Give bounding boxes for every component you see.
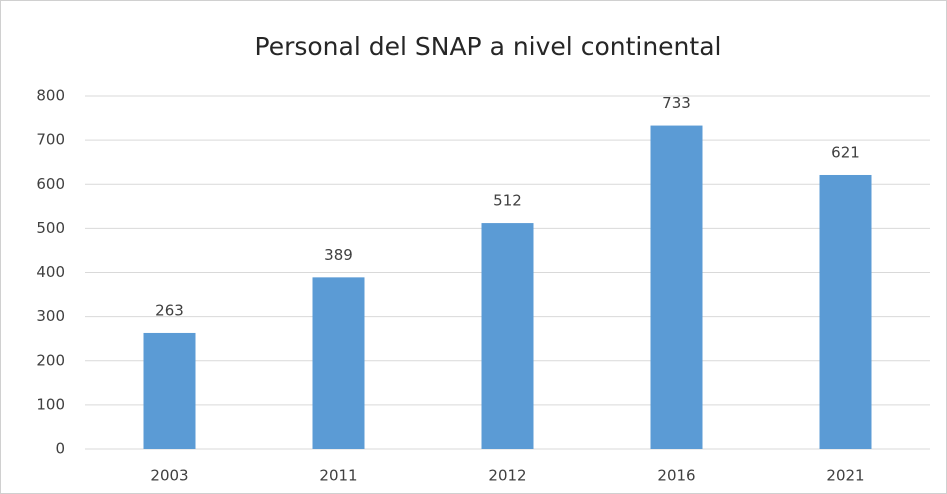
x-tick-label: 2003 [150,467,188,485]
x-tick-label: 2016 [657,467,695,485]
bar [312,277,365,449]
data-label: 512 [493,192,522,210]
bar [650,125,703,449]
data-label: 263 [155,301,184,319]
chart-title: Personal del SNAP a nivel continental [255,32,722,61]
data-label: 389 [324,246,353,264]
y-tick-label: 0 [55,440,65,458]
bar [819,174,872,449]
x-tick-label: 2011 [319,467,357,485]
data-label: 621 [831,143,860,161]
x-tick-label: 2021 [826,467,864,485]
y-tick-label: 100 [36,395,65,413]
data-label: 733 [662,94,691,112]
y-tick-label: 400 [36,263,65,281]
y-tick-label: 800 [36,87,65,105]
bar [481,223,534,449]
bar [143,332,196,449]
y-tick-label: 600 [36,175,65,193]
y-tick-label: 700 [36,131,65,149]
y-tick-label: 300 [36,307,65,325]
y-tick-label: 500 [36,219,65,237]
x-tick-label: 2012 [488,467,526,485]
y-tick-label: 200 [36,351,65,369]
